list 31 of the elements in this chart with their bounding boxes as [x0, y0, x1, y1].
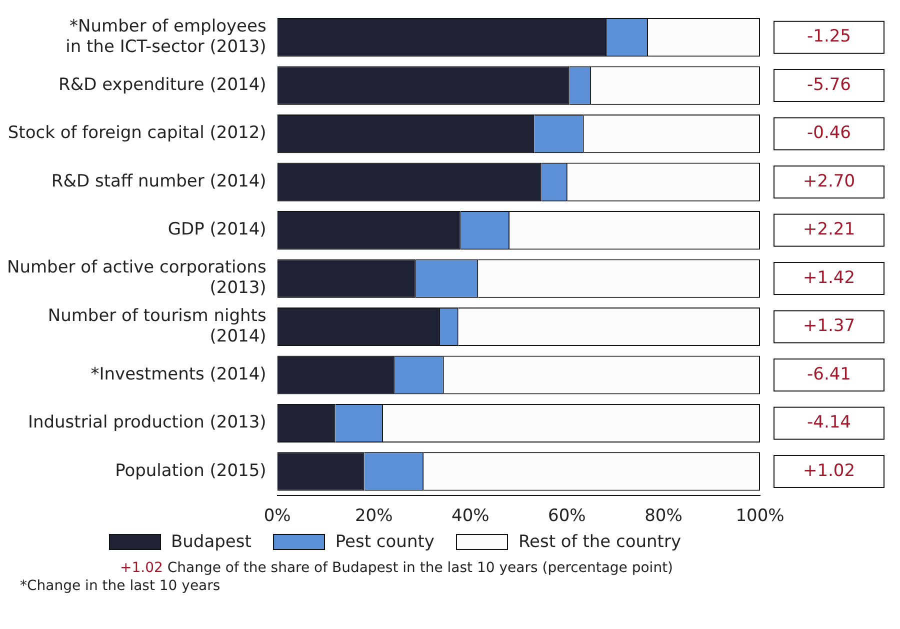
y-tick-label: Number of active corporations (2013): [6, 258, 266, 298]
y-tick-label: *Number of employees in the ICT-sector (2013): [66, 16, 266, 57]
text: *Change in the last 10 years: [20, 578, 222, 594]
x-tick-label: 40%: [451, 506, 490, 526]
x-tick-label: 0%: [264, 506, 291, 526]
legend-label: Pest county: [335, 532, 434, 552]
text: +1.02: [802, 460, 856, 481]
y-tick-label: Number of tourism nights (2014): [48, 306, 266, 346]
text: -4.14: [807, 412, 851, 433]
text: +1.42: [802, 268, 856, 288]
y-tick-label: *Investments (2014): [90, 364, 266, 384]
text: -0.46: [807, 123, 851, 144]
x-tick-label: 20%: [354, 506, 393, 526]
text: +2.21: [802, 220, 856, 240]
y-tick-label: R&D expenditure (2014): [58, 74, 266, 95]
x-tick-label: 80%: [644, 506, 682, 526]
text: +1.02 Change of the share of Budapest in the last 10 years (percentage point): [120, 560, 674, 576]
text: -1.25: [807, 26, 851, 47]
legend-label: Budapest: [170, 532, 252, 552]
y-tick-label: Stock of foreign capital (2012): [8, 123, 266, 144]
text: +2.70: [802, 171, 856, 192]
y-tick-label: GDP (2014): [168, 220, 266, 240]
y-tick-label: Industrial production (2013): [28, 412, 266, 433]
x-tick-label: 60%: [548, 506, 586, 526]
y-tick-label: Population (2015): [115, 460, 266, 481]
text: Rest of the country: [518, 532, 682, 552]
text: +1.37: [802, 316, 856, 336]
text: -6.41: [807, 364, 851, 384]
x-tick-label: 100%: [736, 506, 784, 526]
text: -5.76: [807, 74, 851, 95]
y-tick-label: R&D staff number (2014): [51, 171, 266, 192]
